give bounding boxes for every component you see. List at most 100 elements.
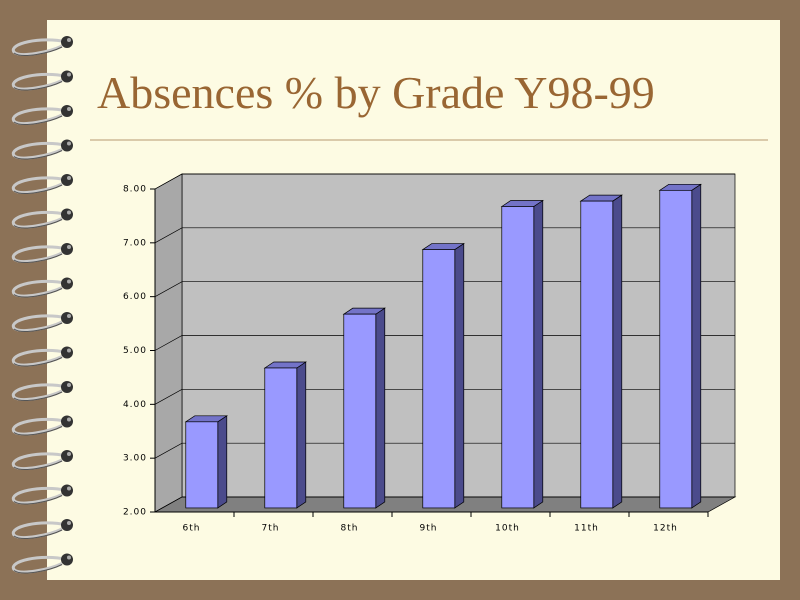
ring-wire xyxy=(11,107,68,125)
ring-wire xyxy=(11,417,68,436)
ring-hole xyxy=(61,139,73,152)
ring-wire xyxy=(11,210,68,229)
ring-hole xyxy=(61,346,73,359)
ring-hole xyxy=(61,553,73,566)
ring-shadow xyxy=(13,426,63,436)
spiral-binding xyxy=(11,36,73,574)
ring-hole xyxy=(61,381,73,393)
ring-hole-shine xyxy=(67,452,71,456)
ring-hole-shine xyxy=(67,72,71,77)
ring-hole xyxy=(61,70,73,83)
x-tick-label: 7th xyxy=(262,524,280,534)
bar-side xyxy=(612,194,623,509)
bar xyxy=(264,367,298,509)
ring-wire xyxy=(11,245,68,263)
ring-shadow xyxy=(13,288,63,298)
y-tick-label: 3.00 xyxy=(123,454,147,464)
ring-shadow xyxy=(13,81,63,91)
ring-hole xyxy=(61,312,73,324)
ring-hole xyxy=(61,519,73,531)
ring-shadow xyxy=(13,46,63,56)
bar xyxy=(501,206,535,509)
x-tick-label: 10th xyxy=(495,524,520,534)
chart: 2.00 3.00 4.00 5.00 6.00 7.00 8.00 6th 7th 8th 9th… xyxy=(123,173,737,534)
ring-shadow xyxy=(13,184,63,194)
ring-hole xyxy=(61,484,73,497)
ring-wire xyxy=(11,452,68,470)
ring-hole xyxy=(61,450,73,462)
ring-hole-shine xyxy=(67,486,71,491)
grid-line xyxy=(154,227,735,244)
bar-side xyxy=(375,307,386,509)
ring-hole xyxy=(61,36,73,48)
ring-hole xyxy=(61,277,73,290)
ring-shadow xyxy=(13,391,63,401)
ring-hole-shine xyxy=(67,279,71,284)
grid-line xyxy=(154,281,735,297)
x-tick-label: 8th xyxy=(341,524,359,534)
ring-hole-shine xyxy=(67,348,71,353)
bar xyxy=(580,200,614,509)
ring-hole-shine xyxy=(67,555,71,560)
ring-shadow xyxy=(13,322,63,332)
bar-side xyxy=(533,199,544,509)
y-tick-label: 8.00 xyxy=(123,185,147,195)
y-tick-label: 7.00 xyxy=(123,238,147,248)
grid-line xyxy=(154,388,735,405)
ring-hole xyxy=(61,243,73,255)
ring-wire xyxy=(11,348,68,367)
ring-hole-shine xyxy=(67,107,71,111)
grid-line xyxy=(154,442,735,459)
y-tick-label: 2.00 xyxy=(123,508,147,518)
ring-hole-shine xyxy=(67,417,71,422)
ring-shadow xyxy=(13,529,63,539)
ring-shadow xyxy=(13,150,63,160)
ring-hole-shine xyxy=(67,176,71,180)
chart-title: Absences % by Grade Y98-99 xyxy=(97,67,655,118)
ring-wire xyxy=(11,72,68,91)
y-tick-label: 6.00 xyxy=(123,292,147,302)
ring-hole xyxy=(61,174,73,186)
bar xyxy=(659,189,693,509)
ring-wire xyxy=(11,141,68,160)
bar xyxy=(422,249,456,509)
ring-hole-shine xyxy=(67,521,71,525)
bar-side xyxy=(217,415,228,509)
ring-wire xyxy=(11,383,68,401)
ring-wire xyxy=(11,521,68,539)
x-tick-label: 6th xyxy=(183,524,201,534)
grid-line xyxy=(154,335,735,351)
ring-wire xyxy=(11,176,68,194)
x-tick-label: 12th xyxy=(653,524,678,534)
ring-wire xyxy=(11,486,68,505)
ring-hole-shine xyxy=(67,210,71,215)
x-tick-label: 11th xyxy=(574,524,599,534)
ring-hole-shine xyxy=(67,38,71,42)
ring-hole xyxy=(61,415,73,428)
ring-shadow xyxy=(13,219,63,229)
ring-shadow xyxy=(13,357,63,367)
ring-hole xyxy=(61,208,73,221)
grid-line xyxy=(154,496,735,513)
bar xyxy=(185,421,219,509)
ring-hole-shine xyxy=(67,245,71,249)
ring-wire xyxy=(11,314,68,332)
ring-wire xyxy=(11,279,68,298)
ring-shadow xyxy=(13,460,63,470)
ring-hole-shine xyxy=(67,141,71,146)
x-tick-label: 9th xyxy=(420,524,438,534)
bar-side xyxy=(296,361,307,509)
grid-line xyxy=(154,173,735,190)
ring-shadow xyxy=(13,495,63,505)
ring-hole-shine xyxy=(67,383,71,387)
ring-wire xyxy=(11,555,68,574)
ring-hole-shine xyxy=(67,314,71,318)
y-tick-label: 4.00 xyxy=(123,400,147,410)
bar-side xyxy=(454,242,465,509)
y-tick-label: 5.00 xyxy=(123,346,147,356)
bar xyxy=(343,313,377,509)
bar-side xyxy=(691,183,702,509)
ring-shadow xyxy=(13,564,63,574)
